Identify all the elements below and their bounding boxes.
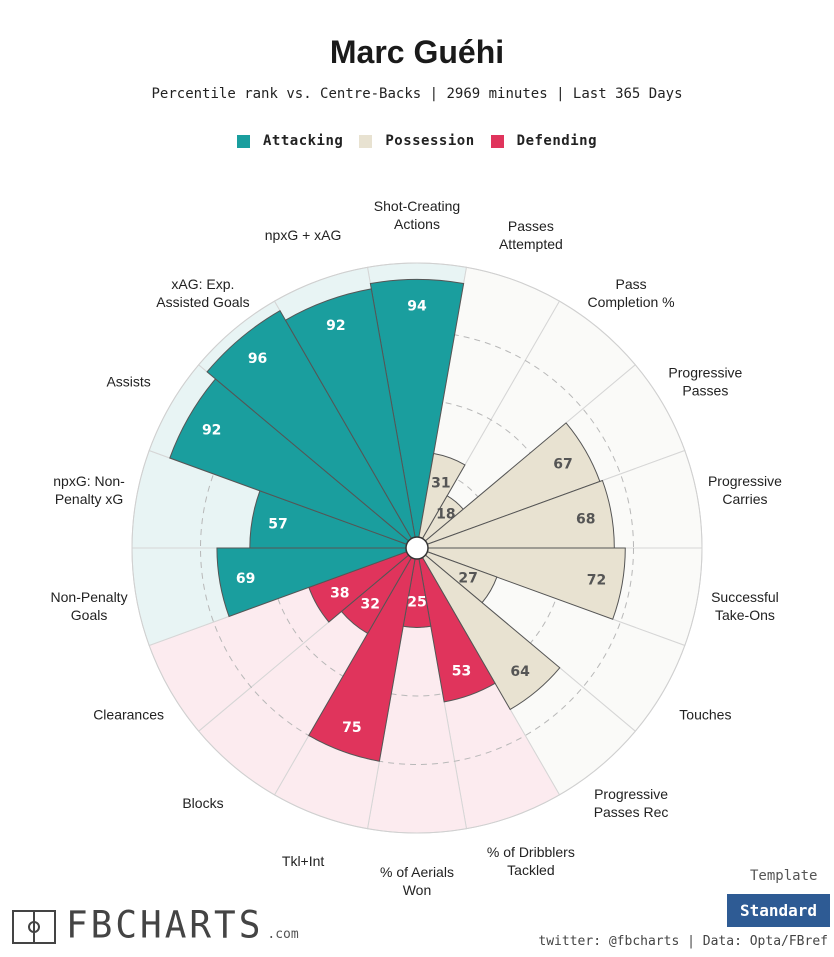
center-hub <box>405 536 429 560</box>
legend-swatch-defending <box>490 134 504 148</box>
legend-item-defending: Defending <box>490 133 597 149</box>
value-label: 92 <box>326 318 345 334</box>
grid-ring <box>200 331 634 765</box>
outer-ring <box>131 262 703 834</box>
fbcharts-logo: FBCHARTS .com <box>12 903 299 947</box>
legend-item-possession: Possession <box>359 133 474 149</box>
category-label: Progressive Carries <box>708 473 782 507</box>
value-label: 27 <box>458 570 477 586</box>
legend-swatch-possession <box>359 134 373 148</box>
value-label: 18 <box>436 507 455 523</box>
category-label: Assists <box>106 374 150 390</box>
value-label: 53 <box>452 663 471 679</box>
category-label: % of Aerials Won <box>380 864 454 898</box>
category-label: Progressive Passes <box>668 365 742 399</box>
value-label: 75 <box>342 720 361 736</box>
template-standard-button[interactable]: Standard <box>727 894 830 927</box>
bars <box>169 279 626 762</box>
category-label: Passes Attempted <box>499 218 563 252</box>
category-labels: Shot-Creating Actions Passes Attempted Pass C… <box>51 198 783 898</box>
value-label: 25 <box>407 595 426 611</box>
value-label: 64 <box>510 664 530 680</box>
logo-text: FBCHARTS <box>66 903 264 947</box>
pitch-icon <box>12 910 56 944</box>
category-label: Blocks <box>182 795 223 811</box>
category-label: Pass Completion % <box>587 276 674 310</box>
legend-item-attacking: Attacking <box>236 133 344 149</box>
category-label: xAG: Exp. Assisted Goals <box>156 276 249 310</box>
value-label: 92 <box>202 422 221 438</box>
category-label: Shot-Creating Actions <box>374 198 460 232</box>
value-label: 72 <box>587 573 606 589</box>
chart-title: Marc Guéhi <box>329 34 505 70</box>
value-label: 69 <box>236 571 255 587</box>
value-label: 96 <box>248 351 267 367</box>
legend-swatch-attacking <box>236 134 250 148</box>
value-label: 31 <box>431 475 450 491</box>
logo-suffix: .com <box>267 927 299 942</box>
value-labels: 94 31 18 67 68 72 27 64 53 25 75 32 38 69 57 92 96 92 <box>202 298 606 736</box>
chart-subtitle: Percentile rank vs. Centre-Backs | 2969 … <box>151 86 683 102</box>
value-label: 67 <box>553 457 572 473</box>
category-label: % of Dribblers Tackled <box>487 844 575 878</box>
category-label: Progressive Passes Rec <box>594 786 669 820</box>
category-label: Touches <box>679 707 731 723</box>
legend: Attacking Possession Defending <box>0 133 834 149</box>
legend-label-possession: Possession <box>385 133 475 149</box>
category-label: Tkl+Int <box>282 853 325 869</box>
credit-text: twitter: @fbcharts | Data: Opta/FBref <box>538 934 828 949</box>
category-label: Non-Penalty Goals <box>51 589 128 623</box>
legend-label-defending: Defending <box>516 133 597 149</box>
category-label: npxG + xAG <box>265 227 342 243</box>
value-label: 32 <box>361 597 380 613</box>
value-label: 94 <box>407 298 427 314</box>
template-label: Template <box>750 868 818 884</box>
value-label: 68 <box>576 511 595 527</box>
category-label: Clearances <box>93 707 164 723</box>
legend-label-attacking: Attacking <box>262 133 344 149</box>
value-label: 57 <box>268 516 287 532</box>
value-label: 38 <box>330 586 349 602</box>
category-label: npxG: Non-Penalty xG <box>53 473 125 507</box>
category-label: Successful Take-Ons <box>711 589 779 623</box>
